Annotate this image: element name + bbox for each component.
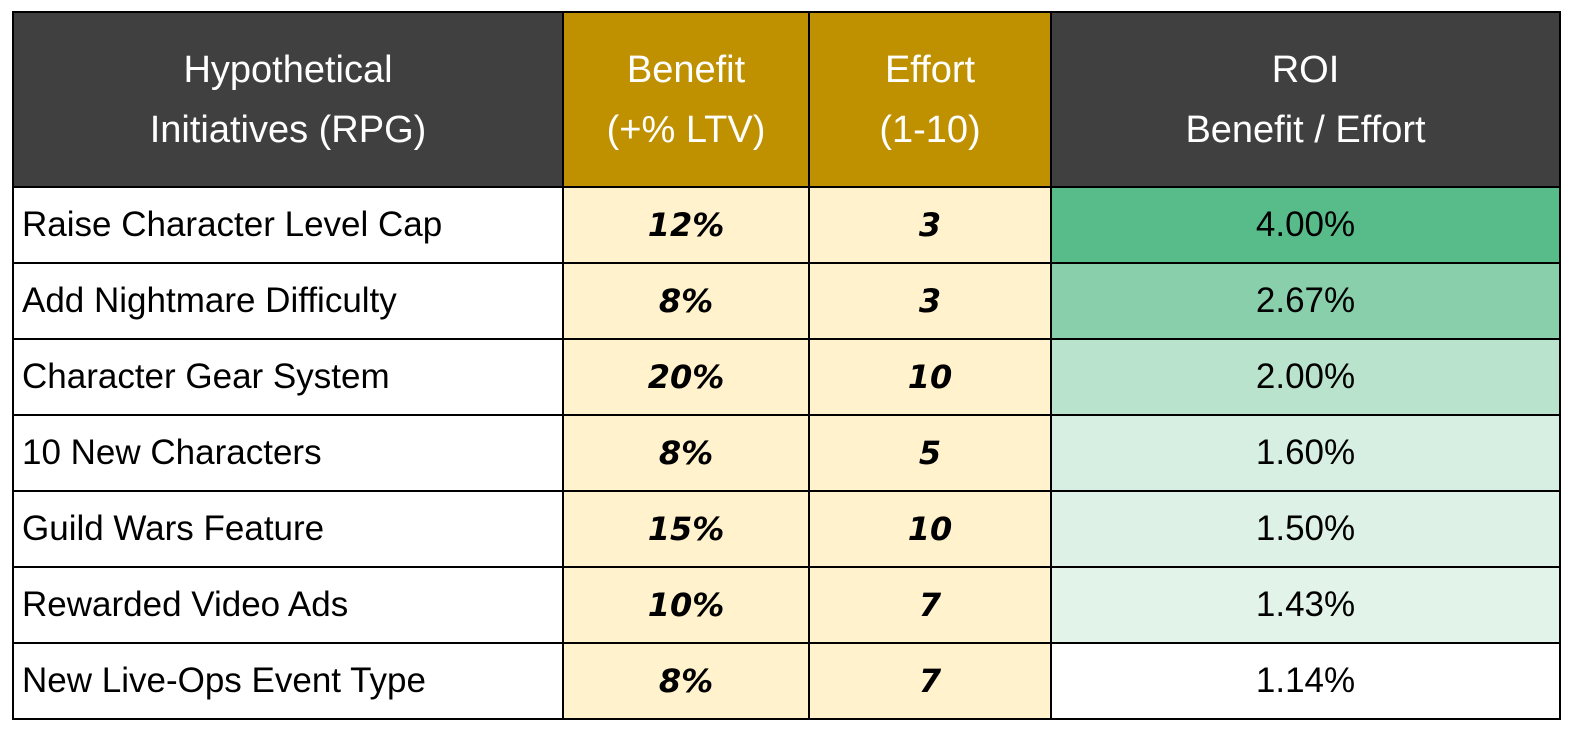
header-line: Effort — [884, 48, 976, 91]
header-line: ROI — [1271, 48, 1340, 91]
table-row: Character Gear System 20% 10 2.00% — [12, 338, 1561, 416]
initiative-cell: 10 New Characters — [12, 414, 564, 492]
effort-cell: 7 — [808, 566, 1052, 644]
header-cell: Hypothetical Initiatives (RPG) — [12, 11, 564, 188]
benefit-cell: 20% — [562, 338, 810, 416]
header-line: (1-10) — [879, 108, 981, 151]
roi-cell: 1.60% — [1050, 414, 1561, 492]
effort-cell: 10 — [808, 338, 1052, 416]
table-row: Rewarded Video Ads 10% 7 1.43% — [12, 566, 1561, 644]
roi-table: Hypothetical Initiatives (RPG) Benefit (+% … — [12, 11, 1561, 720]
roi-cell: 1.50% — [1050, 490, 1561, 568]
effort-cell: 10 — [808, 490, 1052, 568]
header-cell: ROI Benefit / Effort — [1050, 11, 1561, 188]
table-header: Hypothetical Initiatives (RPG) Benefit (+% … — [12, 11, 1561, 188]
effort-cell: 3 — [808, 262, 1052, 340]
table-row: Raise Character Level Cap 12% 3 4.00% — [12, 186, 1561, 264]
table-row: New Live-Ops Event Type 8% 7 1.14% — [12, 642, 1561, 720]
roi-cell: 2.00% — [1050, 338, 1561, 416]
roi-cell: 1.43% — [1050, 566, 1561, 644]
roi-cell: 4.00% — [1050, 186, 1561, 264]
effort-cell: 5 — [808, 414, 1052, 492]
benefit-cell: 12% — [562, 186, 810, 264]
header-line: Initiatives (RPG) — [149, 108, 427, 151]
header-line: Benefit / Effort — [1185, 108, 1426, 151]
header-cell: Effort (1-10) — [808, 11, 1052, 188]
benefit-cell: 8% — [562, 642, 810, 720]
effort-cell: 7 — [808, 642, 1052, 720]
table-row: Add Nightmare Difficulty 8% 3 2.67% — [12, 262, 1561, 340]
benefit-cell: 15% — [562, 490, 810, 568]
header-line: (+% LTV) — [606, 108, 766, 151]
initiative-cell: Add Nightmare Difficulty — [12, 262, 564, 340]
table-row: 10 New Characters 8% 5 1.60% — [12, 414, 1561, 492]
header-line: Hypothetical — [183, 48, 393, 91]
header-line: Benefit — [626, 48, 746, 91]
initiative-cell: Rewarded Video Ads — [12, 566, 564, 644]
initiative-cell: New Live-Ops Event Type — [12, 642, 564, 720]
initiative-cell: Guild Wars Feature — [12, 490, 564, 568]
benefit-cell: 10% — [562, 566, 810, 644]
roi-cell: 2.67% — [1050, 262, 1561, 340]
initiative-cell: Raise Character Level Cap — [12, 186, 564, 264]
roi-cell: 1.14% — [1050, 642, 1561, 720]
benefit-cell: 8% — [562, 262, 810, 340]
header-cell: Benefit (+% LTV) — [562, 11, 810, 188]
benefit-cell: 8% — [562, 414, 810, 492]
header-row: Hypothetical Initiatives (RPG) Benefit (+% … — [12, 11, 1561, 188]
effort-cell: 3 — [808, 186, 1052, 264]
initiative-cell: Character Gear System — [12, 338, 564, 416]
table-body: Raise Character Level Cap 12% 3 4.00% Add Ni… — [12, 186, 1561, 720]
table-row: Guild Wars Feature 15% 10 1.50% — [12, 490, 1561, 568]
